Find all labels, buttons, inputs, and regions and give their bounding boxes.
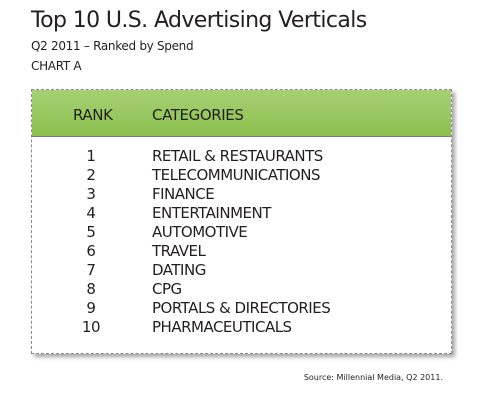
table-row: 6 TRAVEL [32,242,451,261]
category-cell: TELECOMMUNICATIONS [152,166,320,184]
table-row: 3 FINANCE [32,185,451,204]
category-cell: AUTOMOTIVE [152,223,248,241]
rank-cell: 2 [86,166,96,184]
column-header-categories: CATEGORIES [152,106,244,124]
category-cell: ENTERTAINMENT [152,204,271,222]
table-row: 10 PHARMACEUTICALS [32,318,451,337]
rank-cell: 7 [86,261,96,279]
rank-cell: 10 [81,318,101,336]
category-cell: PORTALS & DIRECTORIES [152,299,331,317]
table-row: 9 PORTALS & DIRECTORIES [32,299,451,318]
category-cell: DATING [152,261,206,279]
rank-cell: 6 [86,242,96,260]
table-row: 1 RETAIL & RESTAURANTS [32,147,451,166]
rank-cell: 5 [86,223,96,241]
category-cell: PHARMACEUTICALS [152,318,292,336]
table-body: 1 RETAIL & RESTAURANTS 2 TELECOMMUNICATI… [32,147,451,337]
rank-cell: 9 [86,299,96,317]
table-row: 4 ENTERTAINMENT [32,204,451,223]
category-cell: CPG [152,280,182,298]
table-row: 5 AUTOMOTIVE [32,223,451,242]
rank-cell: 8 [86,280,96,298]
table-row: 8 CPG [32,280,451,299]
source-note: Source: Millennial Media, Q2 2011. [303,373,443,382]
rank-cell: 4 [86,204,96,222]
category-cell: RETAIL & RESTAURANTS [152,147,323,165]
table-row: 2 TELECOMMUNICATIONS [32,166,451,185]
category-cell: FINANCE [152,185,215,203]
rank-cell: 1 [86,147,96,165]
rank-cell: 3 [86,185,96,203]
chart-label: CHART A [31,59,82,73]
category-cell: TRAVEL [152,242,206,260]
ranking-table: RANK CATEGORIES 1 RETAIL & RESTAURANTS 2… [31,89,452,354]
table-header: RANK CATEGORIES [32,90,451,137]
table-row: 7 DATING [32,261,451,280]
column-header-rank: RANK [73,106,113,124]
chart-title: Top 10 U.S. Advertising Verticals [31,8,367,33]
chart-subtitle: Q2 2011 – Ranked by Spend [31,39,194,53]
